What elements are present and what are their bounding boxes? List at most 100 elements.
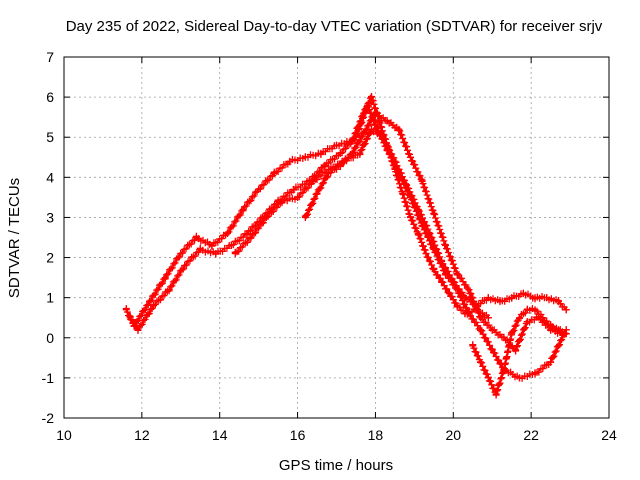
data-point <box>368 125 376 133</box>
data-point <box>523 306 531 314</box>
data-point <box>227 242 235 250</box>
data-point <box>360 129 368 137</box>
data-point <box>418 177 426 185</box>
y-tick-label: 6 <box>46 89 54 105</box>
data-point <box>333 141 340 149</box>
data-point <box>146 298 154 306</box>
data-point <box>243 229 251 237</box>
data-point <box>562 306 570 314</box>
data-point <box>465 310 473 318</box>
data-point <box>488 326 496 334</box>
data-point <box>449 278 457 286</box>
data-point <box>165 286 173 294</box>
data-point <box>161 274 169 282</box>
data-point <box>515 374 523 382</box>
y-tick-label: 2 <box>46 250 54 266</box>
data-point <box>313 189 321 197</box>
data-point <box>543 294 551 302</box>
data-point <box>403 181 411 189</box>
data-point <box>496 298 504 306</box>
data-point <box>554 326 562 334</box>
x-tick-label: 18 <box>368 427 384 443</box>
y-tick-label: -1 <box>42 370 55 386</box>
data-point <box>321 161 329 169</box>
data-point <box>484 314 492 322</box>
data-point <box>554 298 562 306</box>
data-point <box>445 290 453 298</box>
data-point <box>371 109 379 117</box>
data-point <box>500 334 508 342</box>
data-point <box>122 306 130 314</box>
data-point <box>523 318 531 326</box>
series-track-c <box>231 125 570 314</box>
y-tick-label: 5 <box>46 129 54 145</box>
data-point <box>391 157 399 165</box>
plot-frame <box>63 56 610 419</box>
data-point <box>294 193 302 201</box>
data-point <box>547 322 555 330</box>
y-tick-label: 7 <box>46 49 54 65</box>
data-point <box>477 326 485 334</box>
data-point <box>469 342 477 350</box>
data-point <box>196 246 204 254</box>
data-point <box>262 213 270 221</box>
y-tick-label: -2 <box>42 410 55 426</box>
x-tick-label: 12 <box>134 427 150 443</box>
x-tick-label: 14 <box>212 427 228 443</box>
y-tick-label: 4 <box>46 169 54 185</box>
data-point <box>395 125 403 133</box>
data-point <box>492 390 500 398</box>
data-point <box>336 149 344 157</box>
data-point <box>430 266 438 274</box>
data-point <box>406 213 414 221</box>
data-point <box>150 302 158 310</box>
data-point <box>286 157 294 165</box>
data-point <box>383 117 391 125</box>
data-point <box>255 185 263 193</box>
data-point <box>500 366 508 374</box>
data-point <box>512 346 520 354</box>
x-tick-label: 10 <box>56 427 72 443</box>
data-point <box>406 153 414 161</box>
x-tick-label: 20 <box>445 427 461 443</box>
data-point <box>426 229 434 237</box>
data-point <box>278 197 286 205</box>
data-point <box>371 121 379 129</box>
data-point <box>442 242 449 250</box>
data-point <box>465 286 473 294</box>
data-point <box>368 93 376 101</box>
data-point <box>477 358 485 366</box>
data-point <box>453 302 461 310</box>
data-point <box>484 294 492 302</box>
x-axis-label: GPS time / hours <box>279 457 393 474</box>
y-tick-label: 0 <box>46 330 54 346</box>
chart-title: Day 235 of 2022, Sidereal Day-to-day VTE… <box>66 18 603 35</box>
data-point <box>290 185 298 193</box>
data-point <box>461 294 469 302</box>
y-tick-label: 1 <box>46 290 54 306</box>
data-point <box>515 314 523 322</box>
data-point <box>379 133 387 141</box>
data-point <box>239 205 247 213</box>
data-point <box>477 314 485 322</box>
data-point <box>317 149 325 157</box>
series-track-e <box>469 305 570 399</box>
y-axis-label: SDTVAR / TECUs <box>6 178 23 298</box>
data-point <box>212 250 220 258</box>
data-point <box>177 250 185 258</box>
data-point <box>531 370 539 378</box>
data-point <box>531 294 539 302</box>
data-point <box>301 213 309 221</box>
data-point <box>484 374 492 382</box>
data-point <box>399 189 407 197</box>
data-point <box>301 153 309 161</box>
data-point <box>231 250 239 258</box>
x-tick-label: 16 <box>290 427 306 443</box>
data-point <box>414 229 422 237</box>
data-point <box>508 330 516 338</box>
data-point <box>562 330 570 338</box>
data-point <box>422 250 430 258</box>
